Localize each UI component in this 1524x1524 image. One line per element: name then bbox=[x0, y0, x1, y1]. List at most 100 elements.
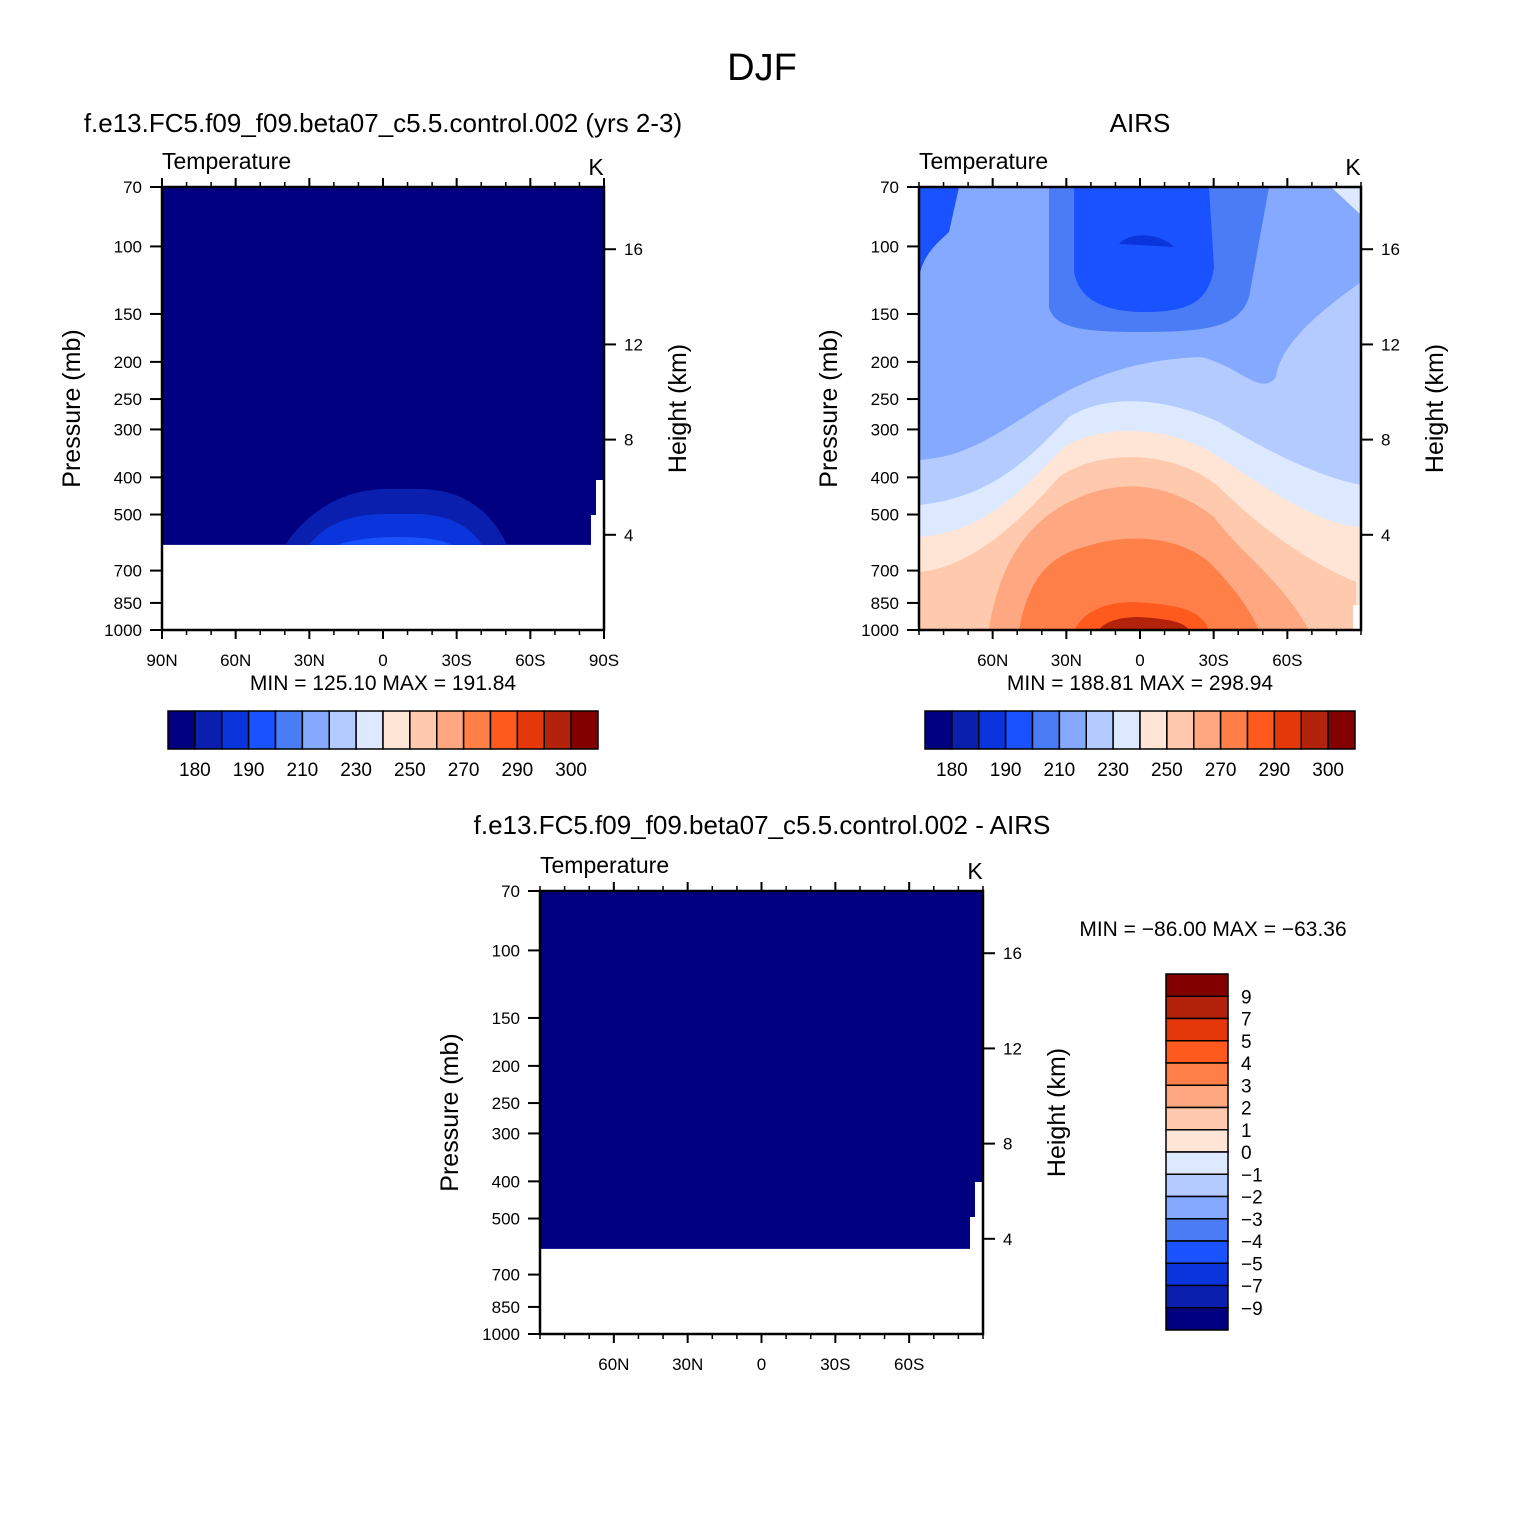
colorbar-label: −5 bbox=[1241, 1254, 1263, 1275]
units-label: K bbox=[1345, 154, 1361, 180]
y-tick-label: 100 bbox=[871, 237, 899, 256]
y-tick-label: 150 bbox=[871, 305, 899, 324]
obs-contours bbox=[919, 187, 1361, 630]
model-temperature-panel: 90N 60N 30N 0 30S 60S 90S 70 100 150 200 250 300 400 5… bbox=[58, 148, 692, 670]
colorbar-label: 250 bbox=[394, 760, 426, 781]
y2-axis-label: Height (km) bbox=[1421, 344, 1449, 473]
colorbar-label: 290 bbox=[1259, 760, 1291, 781]
colorbar-label: 5 bbox=[1241, 1032, 1252, 1053]
x-tick-label: 30N bbox=[294, 651, 325, 670]
colorbar-label: 0 bbox=[1241, 1143, 1252, 1164]
band-polar-cold bbox=[919, 187, 959, 277]
colorbar-box bbox=[1273, 710, 1302, 750]
colorbar-label: 230 bbox=[340, 760, 372, 781]
colorbar-box bbox=[355, 710, 384, 750]
contour-fill-lowest bbox=[162, 187, 604, 545]
y2-tick-label: 8 bbox=[624, 431, 633, 450]
colorbar-label: −4 bbox=[1241, 1232, 1263, 1253]
colorbar-box bbox=[167, 710, 196, 750]
colorbar-box bbox=[1031, 710, 1061, 750]
y-tick-label: 100 bbox=[492, 941, 520, 960]
colorbar-box bbox=[1165, 1307, 1229, 1331]
colorbar-box bbox=[1300, 710, 1329, 750]
y-tick-label: 70 bbox=[501, 882, 520, 901]
y2-tick-label: 8 bbox=[1381, 431, 1390, 450]
units-label: K bbox=[588, 154, 604, 180]
y-tick-label: 100 bbox=[114, 237, 142, 256]
y-axis-label: Pressure (mb) bbox=[436, 1033, 464, 1191]
y-tick-label: 850 bbox=[492, 1298, 520, 1317]
colorbar-box bbox=[436, 710, 465, 750]
colorbar-label: 300 bbox=[1312, 760, 1344, 781]
y-tick-label: 200 bbox=[114, 353, 142, 372]
y2-tick-label: 12 bbox=[624, 335, 643, 354]
colorbar-box bbox=[1165, 1017, 1229, 1042]
y2-tick-label: 4 bbox=[1381, 526, 1390, 545]
colorbar-label: 250 bbox=[1151, 760, 1183, 781]
colorbar-box bbox=[1112, 710, 1141, 750]
y-tick-label: 500 bbox=[114, 506, 142, 525]
y2-tick-label: 16 bbox=[1003, 944, 1022, 963]
colorbar-box bbox=[274, 710, 304, 750]
variable-label: Temperature bbox=[919, 148, 1048, 174]
x-tick-label: 30S bbox=[442, 651, 472, 670]
colorbar-label: −3 bbox=[1241, 1210, 1263, 1231]
y2-axis-label: Height (km) bbox=[664, 344, 692, 473]
y-tick-label: 200 bbox=[871, 353, 899, 372]
y-tick-label: 1000 bbox=[861, 621, 899, 640]
colorbar-box bbox=[1219, 710, 1249, 750]
model-colorbar: 180 190 210 230 250 270 290 300 bbox=[167, 710, 599, 781]
colorbar-box bbox=[1165, 1084, 1229, 1109]
colorbar-label: 9 bbox=[1241, 987, 1252, 1008]
y-tick-label: 400 bbox=[492, 1172, 520, 1191]
colorbar-label: 190 bbox=[233, 760, 265, 781]
y-tick-label: 400 bbox=[871, 468, 899, 487]
colorbar-label: 180 bbox=[936, 760, 968, 781]
colorbar-box bbox=[409, 710, 438, 750]
x-tick-label: 60N bbox=[220, 651, 251, 670]
y-tick-label: 500 bbox=[492, 1210, 520, 1229]
contour-fill-lowest bbox=[540, 891, 983, 1249]
y-tick-label: 500 bbox=[871, 506, 899, 525]
colorbar-box bbox=[570, 710, 599, 750]
x-tick-label: 30N bbox=[1051, 651, 1082, 670]
colorbar-box bbox=[1165, 1106, 1229, 1131]
y-tick-label: 300 bbox=[871, 420, 899, 439]
x-tick-label: 0 bbox=[1135, 651, 1144, 670]
y2-tick-label: 4 bbox=[1003, 1230, 1012, 1249]
colorbar-label: 7 bbox=[1241, 1010, 1252, 1031]
colorbar-box bbox=[1165, 1151, 1229, 1175]
colorbar-box bbox=[221, 710, 250, 750]
colorbar-box bbox=[1327, 710, 1356, 750]
colorbar-box bbox=[1166, 710, 1195, 750]
x-tick-label: 0 bbox=[757, 1355, 766, 1374]
colorbar-box bbox=[1085, 710, 1114, 750]
x-tick-label: 0 bbox=[378, 651, 387, 670]
colorbar-box bbox=[1165, 1195, 1229, 1220]
colorbar-label: 270 bbox=[1205, 760, 1237, 781]
colorbar-box bbox=[1193, 710, 1222, 750]
units-label: K bbox=[967, 858, 983, 884]
colorbar-box bbox=[1165, 1284, 1229, 1309]
colorbar-label: 290 bbox=[502, 760, 534, 781]
y-tick-label: 250 bbox=[871, 390, 899, 409]
y-axis-label: Pressure (mb) bbox=[58, 329, 86, 487]
x-tick-label: 60S bbox=[1272, 651, 1302, 670]
y2-tick-label: 16 bbox=[624, 240, 643, 259]
colorbar-box bbox=[516, 710, 545, 750]
colorbar-box bbox=[1165, 1262, 1229, 1287]
colorbar-label: 1 bbox=[1241, 1121, 1252, 1142]
colorbar-box bbox=[462, 710, 492, 750]
colorbar-box bbox=[1165, 1218, 1229, 1242]
colorbar-box bbox=[1165, 1062, 1229, 1086]
colorbar-label: 300 bbox=[555, 760, 587, 781]
y2-tick-label: 12 bbox=[1381, 335, 1400, 354]
y-tick-label: 1000 bbox=[482, 1325, 520, 1344]
y-tick-label: 250 bbox=[114, 390, 142, 409]
colorbar-box bbox=[1058, 710, 1087, 750]
colorbar-box bbox=[247, 710, 277, 750]
colorbar-box bbox=[978, 710, 1007, 750]
y-tick-label: 150 bbox=[492, 1009, 520, 1028]
band-polar-warm-edge bbox=[1331, 187, 1361, 215]
